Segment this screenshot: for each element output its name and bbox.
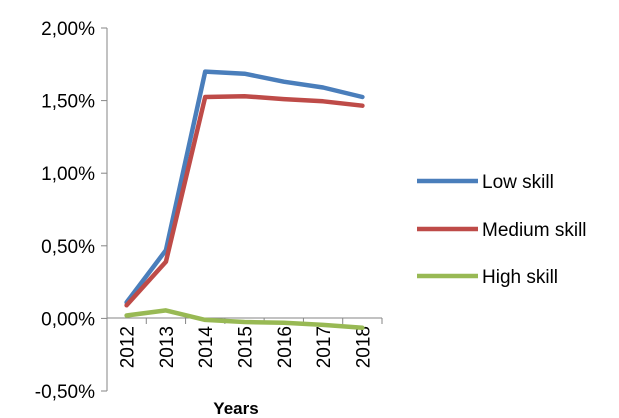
legend-label: High skill [482, 267, 558, 288]
y-tick-label: 1,00% [41, 164, 95, 185]
x-tick-label: 2013 [157, 326, 178, 368]
y-tick-label: 1,50% [41, 92, 95, 113]
x-tick-label: 2015 [236, 326, 257, 368]
y-tick-label: 0,50% [41, 237, 95, 258]
series-line [124, 308, 365, 331]
y-tick-label: 2,00% [41, 19, 95, 40]
y-axis: 2,00% 1,50% 1,00% 0,50% 0,00% -0,50% [35, 19, 108, 403]
x-axis-title: Years [213, 399, 258, 418]
x-tick-label: 2012 [118, 326, 139, 368]
series-line [124, 69, 365, 305]
legend-label: Low skill [482, 172, 554, 193]
y-tick-label: 0,00% [41, 309, 95, 330]
x-tick-label: 2017 [314, 326, 335, 368]
legend-label: Medium skill [482, 220, 587, 241]
x-tick-label: 2014 [196, 326, 217, 369]
legend: Low skill Medium skill High skill [417, 172, 587, 288]
y-tick-label: -0,50% [35, 382, 95, 403]
x-axis: 2012 2013 2014 2015 2016 2017 2018 [106, 317, 383, 369]
x-tick-label: 2018 [353, 326, 374, 368]
x-tick-label: 2016 [275, 326, 296, 368]
series-lines [124, 69, 365, 331]
series-line [124, 93, 365, 308]
